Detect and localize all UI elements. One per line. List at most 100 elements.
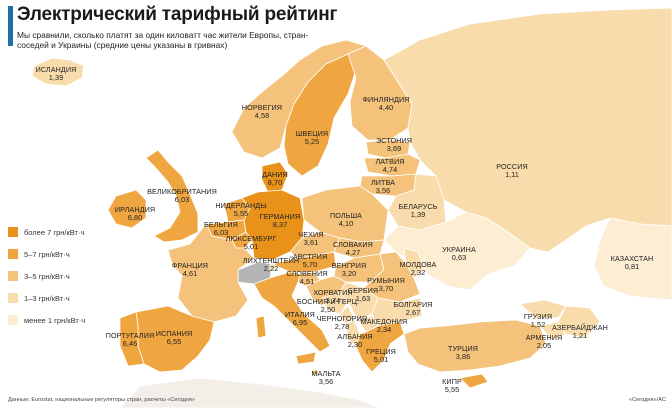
country-price: 8,37 — [272, 220, 288, 229]
country-price: 4,51 — [299, 277, 315, 286]
legend-label: 3–5 грн/кВт·ч — [24, 271, 70, 281]
country-label-latvia: Латвия 4,74 — [375, 158, 404, 174]
country-name: Франция — [171, 261, 209, 270]
country-name: Швеция — [295, 129, 329, 138]
country-name: Испания — [155, 329, 193, 338]
country-name: Грузия — [523, 312, 553, 321]
country-price: 2,34 — [376, 325, 392, 334]
country-price: 1,39 — [48, 73, 64, 82]
country-name: Турция — [447, 344, 479, 353]
country-price: 1,21 — [572, 331, 588, 340]
country-price: 5,01 — [243, 242, 259, 251]
country-name: Хорватия — [313, 288, 353, 297]
region-austria — [270, 251, 337, 273]
country-name: Мальта — [311, 369, 341, 378]
country-label-italy: Италия 6,95 — [285, 311, 315, 327]
country-price: 3,70 — [378, 284, 394, 293]
country-price: 6,80 — [127, 213, 143, 222]
country-price: 4,74 — [382, 165, 398, 174]
region-ukraine — [383, 211, 531, 291]
country-price: 3,56 — [318, 377, 334, 386]
country-price: 8,70 — [267, 178, 283, 187]
region-latvia — [363, 153, 421, 177]
country-name: Дания — [262, 170, 288, 179]
country-label-belarus: Беларусь 1,39 — [399, 203, 438, 219]
country-price: 6,46 — [122, 339, 138, 348]
country-price: 2,22 — [263, 264, 279, 273]
country-name: Казахстан — [610, 254, 654, 263]
country-label-luxembourg: Люксембург 5,01 — [226, 235, 277, 251]
country-label-poland: Польша 4,10 — [330, 212, 362, 228]
country-price: 3,74 — [325, 296, 341, 305]
country-price: 3,56 — [375, 186, 391, 195]
country-name: Румыния — [367, 276, 405, 285]
region-malta — [311, 369, 319, 376]
country-price: 3,61 — [303, 238, 319, 247]
country-name: Болгария — [393, 300, 433, 309]
country-price: 4,61 — [182, 269, 198, 278]
country-price: 2,67 — [405, 308, 421, 317]
country-price: 5,70 — [302, 260, 318, 269]
country-price: 6,03 — [174, 195, 190, 204]
page-subtitle: Мы сравнили, сколько платят за один кило… — [17, 30, 309, 50]
country-name: Финляндия — [362, 95, 410, 104]
country-label-greece: Греция 5,01 — [366, 348, 396, 364]
country-label-ukraine: Украина 0,63 — [442, 246, 476, 262]
country-price: 2,32 — [410, 268, 426, 277]
credit-note: «Сегодня»/AC — [629, 397, 666, 403]
page-title: Электрический тарифный рейтинг — [17, 4, 338, 25]
region-iceland — [31, 57, 85, 87]
country-label-serbia: Сербия 1,63 — [348, 287, 378, 303]
country-price: 6,03 — [213, 228, 229, 237]
country-label-portugal: Португалия 6,46 — [106, 332, 155, 348]
country-label-cyprus: Кипр 5,55 — [442, 378, 462, 394]
legend-swatch — [8, 271, 18, 281]
region-france — [167, 223, 255, 323]
country-name: Нидерланды — [215, 201, 267, 210]
country-name: Албания — [337, 332, 373, 341]
country-name: Беларусь — [398, 202, 438, 211]
country-label-slovakia: Словакия 4,27 — [333, 241, 373, 257]
country-name: Исландия — [35, 65, 77, 74]
country-name: Россия — [496, 162, 528, 171]
country-name: Греция — [366, 347, 396, 356]
legend-item: 3–5 грн/кВт·ч — [8, 270, 85, 282]
region-greece — [355, 321, 405, 373]
country-price: 1,11 — [505, 170, 519, 179]
country-label-austria: Австрия 5,70 — [293, 253, 328, 269]
country-label-france: Франция 4,61 — [172, 262, 208, 278]
country-name: Македония — [360, 317, 408, 326]
country-label-belgium: Бельгия 6,03 — [204, 221, 238, 237]
region-serbia — [339, 281, 379, 321]
country-price: 4,58 — [254, 111, 270, 120]
legend-swatch — [8, 249, 18, 259]
country-label-russia: Россия 1,11 — [496, 163, 528, 179]
country-name: Австрия — [292, 252, 328, 261]
country-price: 5,01 — [373, 355, 389, 364]
country-label-germany: Германия 8,37 — [260, 213, 301, 229]
legend-item: 5–7 грн/кВт·ч — [8, 248, 85, 260]
country-label-bosnia: Босния и Герц. 2,50 — [297, 298, 359, 314]
country-name: Азербайджан — [552, 323, 608, 332]
country-label-lithuania: Литва 3,56 — [371, 179, 395, 195]
country-price: 6,95 — [292, 318, 308, 327]
country-price: 3,69 — [386, 144, 402, 153]
country-price: 1,52 — [530, 320, 546, 329]
region-belarus — [387, 173, 447, 231]
region-italy — [253, 271, 331, 353]
country-price: 3,86 — [455, 352, 471, 361]
country-name: Литва — [370, 178, 396, 187]
region-liechtenstein — [269, 263, 276, 271]
region-finland — [347, 45, 413, 141]
legend-label: более 7 грн/кВт·ч — [24, 227, 85, 237]
region-north-africa — [119, 377, 381, 408]
country-label-slovenia: Словения 4,51 — [286, 270, 327, 286]
country-label-bulgaria: Болгария 2,67 — [393, 301, 432, 317]
legend-item: более 7 грн/кВт·ч — [8, 226, 85, 238]
region-russia — [383, 7, 672, 253]
legend-label: 5–7 грн/кВт·ч — [24, 249, 70, 259]
region-montenegro — [339, 305, 355, 325]
country-label-croatia: Хорватия 3,74 — [313, 289, 352, 305]
